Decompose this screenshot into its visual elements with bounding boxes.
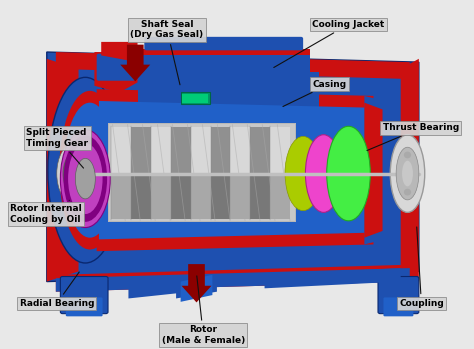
Ellipse shape [57,143,91,204]
Polygon shape [56,52,410,79]
FancyBboxPatch shape [144,37,303,50]
Text: Cooling Jacket: Cooling Jacket [274,20,384,67]
Text: Casing: Casing [283,80,346,106]
Polygon shape [210,174,230,219]
Text: Radial Bearing: Radial Bearing [19,272,94,308]
Ellipse shape [59,91,120,250]
Polygon shape [151,127,171,173]
Polygon shape [401,59,419,282]
Polygon shape [181,275,212,302]
Polygon shape [171,174,191,219]
Polygon shape [111,174,131,219]
Ellipse shape [64,135,107,222]
FancyBboxPatch shape [383,297,413,316]
Text: Coupling: Coupling [399,227,444,308]
Polygon shape [270,127,290,173]
Bar [108,123,296,223]
Ellipse shape [60,130,110,228]
Ellipse shape [396,147,419,200]
Bar [109,124,294,222]
Polygon shape [131,127,151,173]
Polygon shape [270,174,290,219]
Ellipse shape [68,143,102,214]
Polygon shape [97,89,374,251]
Polygon shape [191,174,210,219]
Polygon shape [137,49,310,55]
Polygon shape [151,174,171,219]
Ellipse shape [48,77,123,263]
Polygon shape [176,275,217,298]
Text: Rotor
(Male & Female): Rotor (Male & Female) [162,276,245,345]
Polygon shape [56,268,410,292]
Polygon shape [137,72,319,110]
FancyBboxPatch shape [60,276,108,314]
Ellipse shape [75,158,95,199]
Text: Rotor Internal
Cooling by Oil: Rotor Internal Cooling by Oil [10,200,82,224]
Polygon shape [56,265,410,292]
Polygon shape [171,127,191,173]
Polygon shape [365,103,383,238]
Text: Thrust Bearing: Thrust Bearing [367,124,459,150]
Polygon shape [230,174,250,219]
Ellipse shape [402,161,413,186]
Polygon shape [47,52,419,282]
Polygon shape [47,59,79,282]
Polygon shape [128,275,192,298]
Polygon shape [230,127,250,173]
Bar [182,94,208,103]
Polygon shape [101,42,137,62]
Polygon shape [191,127,210,173]
Ellipse shape [390,135,425,213]
Ellipse shape [285,136,321,211]
Ellipse shape [305,135,342,213]
Polygon shape [137,49,310,72]
Text: Split Pieced
Timing Gear: Split Pieced Timing Gear [27,128,88,168]
Polygon shape [250,127,270,173]
Polygon shape [94,52,137,92]
FancyBboxPatch shape [97,54,135,81]
Ellipse shape [327,126,370,221]
Bar [181,91,210,104]
Polygon shape [365,96,392,244]
Ellipse shape [404,189,411,195]
Polygon shape [111,127,131,173]
Polygon shape [210,127,230,173]
FancyBboxPatch shape [66,297,102,316]
Ellipse shape [63,153,85,194]
FancyBboxPatch shape [378,276,419,314]
Polygon shape [131,174,151,219]
Polygon shape [264,268,401,288]
Ellipse shape [64,103,116,238]
Text: Shaft Seal
(Dry Gas Seal): Shaft Seal (Dry Gas Seal) [130,20,203,85]
Ellipse shape [404,151,411,158]
Polygon shape [250,174,270,219]
Polygon shape [99,101,371,239]
